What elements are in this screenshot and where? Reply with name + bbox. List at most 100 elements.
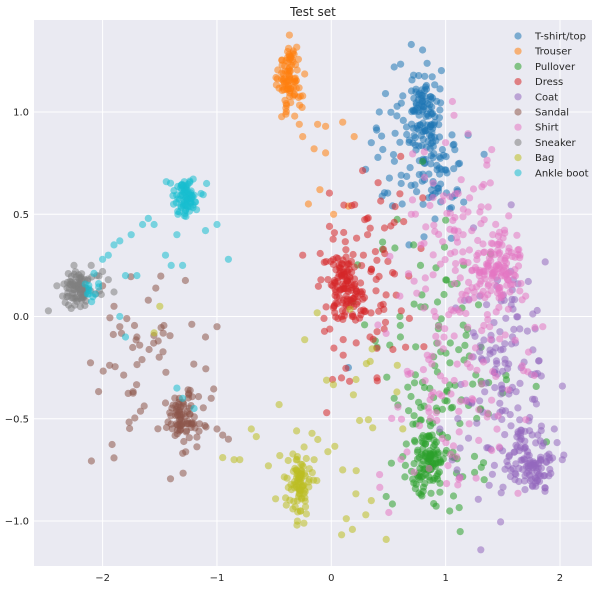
data-point xyxy=(338,531,346,539)
data-point xyxy=(453,466,461,474)
data-point xyxy=(166,475,175,483)
data-point xyxy=(512,388,520,396)
data-point xyxy=(405,314,413,322)
data-point xyxy=(477,291,485,299)
data-point xyxy=(346,305,354,313)
data-point xyxy=(534,431,542,439)
data-point xyxy=(412,480,420,488)
data-point xyxy=(436,425,444,433)
data-point xyxy=(409,150,417,158)
data-point xyxy=(136,407,145,415)
data-point xyxy=(104,251,112,259)
data-point xyxy=(189,175,197,183)
data-point xyxy=(450,307,458,315)
data-point xyxy=(450,165,458,173)
data-point xyxy=(475,406,483,414)
data-point xyxy=(382,291,390,299)
data-point xyxy=(162,368,170,376)
data-point xyxy=(416,121,424,129)
data-point xyxy=(356,416,364,425)
data-point xyxy=(440,243,449,251)
data-point xyxy=(329,235,337,243)
data-point xyxy=(116,323,124,331)
data-point xyxy=(413,188,421,196)
data-point xyxy=(421,479,429,488)
data-point xyxy=(293,521,301,529)
data-point xyxy=(300,519,308,527)
data-point xyxy=(545,472,553,480)
data-point xyxy=(373,374,381,382)
data-point xyxy=(123,315,131,323)
data-point xyxy=(183,202,191,210)
data-point xyxy=(438,392,446,400)
data-point xyxy=(304,200,312,208)
data-point xyxy=(185,391,193,399)
data-point xyxy=(213,323,221,331)
data-point xyxy=(133,333,141,341)
data-point xyxy=(469,380,477,388)
data-point xyxy=(73,297,81,305)
data-point xyxy=(420,239,428,247)
data-points xyxy=(44,31,568,554)
data-point xyxy=(558,456,566,464)
data-point xyxy=(87,261,95,269)
data-point xyxy=(458,290,466,298)
data-point xyxy=(91,290,99,298)
data-point xyxy=(387,459,395,467)
data-point xyxy=(488,396,496,404)
data-point xyxy=(394,403,402,411)
data-point xyxy=(447,450,455,458)
data-point xyxy=(419,157,427,166)
data-point xyxy=(369,424,377,432)
data-point xyxy=(431,118,439,127)
data-point xyxy=(483,161,491,169)
data-point xyxy=(423,59,431,67)
data-point xyxy=(236,456,244,464)
data-point xyxy=(316,249,324,258)
data-point xyxy=(391,203,399,211)
legend-marker xyxy=(514,78,522,86)
data-point xyxy=(419,457,427,465)
data-point xyxy=(535,357,543,365)
data-point xyxy=(293,473,301,481)
data-point xyxy=(195,427,203,435)
data-point xyxy=(95,280,103,288)
data-point xyxy=(397,179,405,188)
data-point xyxy=(320,327,329,335)
data-point xyxy=(314,282,322,290)
data-point xyxy=(516,251,524,259)
data-point xyxy=(339,466,347,474)
data-point xyxy=(417,490,425,498)
data-point xyxy=(396,312,404,321)
data-point xyxy=(342,246,350,254)
data-point xyxy=(323,409,331,417)
legend-marker xyxy=(514,47,522,55)
data-point xyxy=(432,502,440,510)
data-point xyxy=(505,212,513,220)
data-point xyxy=(532,400,541,408)
data-point xyxy=(502,376,510,384)
data-point xyxy=(357,311,365,319)
data-point xyxy=(179,469,187,477)
data-point xyxy=(511,476,519,484)
data-point xyxy=(348,284,356,292)
data-point xyxy=(397,415,406,423)
data-point xyxy=(450,140,458,148)
data-point xyxy=(421,127,429,135)
data-point xyxy=(478,380,486,388)
data-point xyxy=(508,295,516,303)
data-point xyxy=(425,355,433,364)
data-point xyxy=(213,220,221,229)
data-point xyxy=(433,161,441,169)
data-point xyxy=(159,329,167,337)
data-point xyxy=(455,159,464,167)
data-point xyxy=(497,346,505,354)
data-point xyxy=(203,179,211,188)
data-point xyxy=(558,382,567,390)
data-point xyxy=(157,272,165,280)
data-point xyxy=(305,465,313,473)
data-point xyxy=(455,428,463,436)
data-point xyxy=(361,321,369,329)
data-point xyxy=(435,230,443,238)
data-point xyxy=(470,452,479,460)
